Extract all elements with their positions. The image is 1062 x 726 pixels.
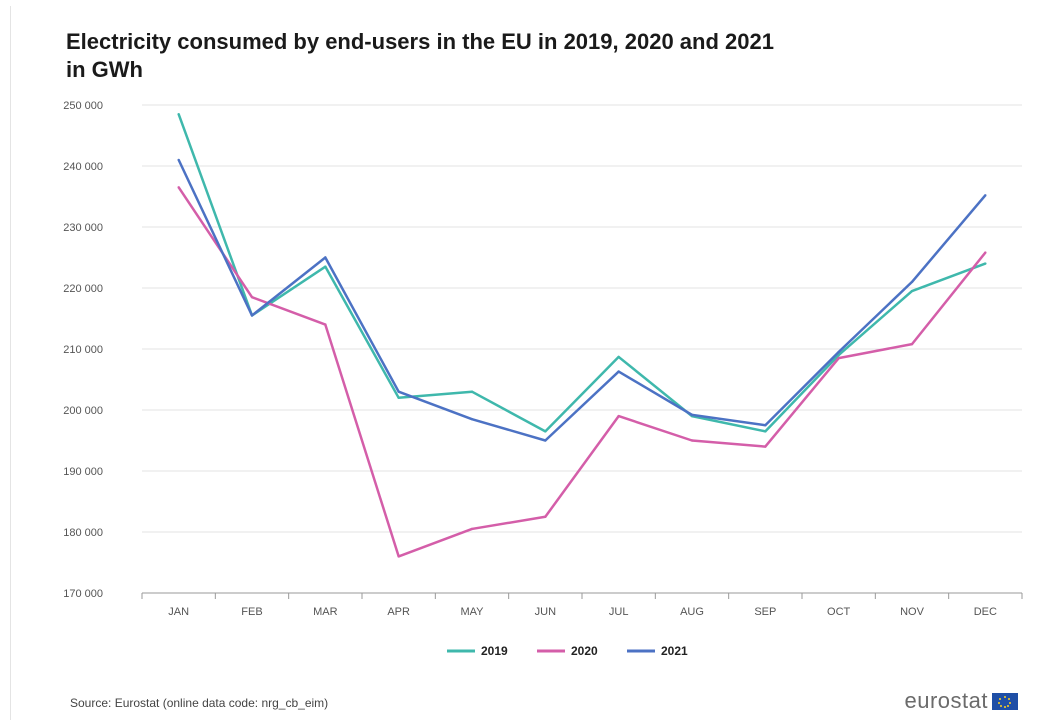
chart-title-line1: Electricity consumed by end-users in the… <box>66 29 774 54</box>
data-point-2020 <box>177 186 180 189</box>
data-point-2019 <box>397 396 400 399</box>
data-point-2021 <box>324 256 327 259</box>
x-tick-label: JUL <box>609 606 629 618</box>
legend-label-2020: 2020 <box>571 644 598 658</box>
data-point-2020 <box>617 414 620 418</box>
x-tick-label: MAY <box>460 606 484 618</box>
eurostat-wordmark: eurostat <box>904 688 988 713</box>
x-tick-label: AUG <box>680 606 704 618</box>
data-point-2019 <box>984 262 987 265</box>
data-point-2019 <box>177 112 180 116</box>
x-tick-label: FEB <box>241 606 262 618</box>
data-point-2021 <box>910 280 914 284</box>
chart-title: Electricity consumed by end-users in the… <box>66 28 774 84</box>
data-point-2021 <box>837 350 840 354</box>
data-point-2021 <box>544 439 547 442</box>
y-tick-label: 240 000 <box>63 161 103 173</box>
data-point-2021 <box>984 194 987 197</box>
data-point-2019 <box>324 265 327 268</box>
data-point-2019 <box>544 430 547 433</box>
data-point-2021 <box>250 314 254 317</box>
data-point-2019 <box>764 430 767 433</box>
y-tick-label: 180 000 <box>63 527 103 539</box>
x-tick-label: DEC <box>974 606 997 618</box>
data-point-2019 <box>837 353 840 357</box>
data-point-2020 <box>837 356 840 360</box>
x-tick-label: SEP <box>754 606 776 618</box>
series-line-2019 <box>177 113 986 433</box>
eurostat-logo: eurostat <box>904 688 1018 714</box>
y-tick-label: 200 000 <box>63 405 103 417</box>
series-line-2021 <box>177 159 987 442</box>
data-point-2020 <box>324 323 327 326</box>
data-point-2020 <box>544 515 547 518</box>
x-tick-label: JUN <box>535 606 556 618</box>
x-tick-label: MAR <box>313 606 338 618</box>
data-point-2021 <box>690 413 694 417</box>
legend-label-2021: 2021 <box>661 644 688 658</box>
data-point-2021 <box>764 424 767 427</box>
source-note: Source: Eurostat (online data code: nrg_… <box>70 696 329 710</box>
y-tick-label: 210 000 <box>63 344 103 356</box>
y-tick-label: 220 000 <box>63 283 103 295</box>
x-tick-label: NOV <box>900 606 925 618</box>
x-tick-label: OCT <box>827 606 851 618</box>
data-point-2019 <box>470 390 474 393</box>
data-point-2020 <box>250 295 254 299</box>
data-point-2019 <box>617 355 620 359</box>
data-point-2020 <box>470 527 474 531</box>
data-point-2021 <box>177 158 180 162</box>
eu-flag-icon <box>992 692 1018 710</box>
series-line-2020 <box>177 186 987 558</box>
data-point-2021 <box>397 390 400 393</box>
chart-frame <box>10 6 1057 720</box>
y-tick-label: 190 000 <box>63 466 103 478</box>
data-point-2020 <box>984 251 987 254</box>
data-point-2019 <box>910 289 914 293</box>
chart-title-line2: in GWh <box>66 57 143 82</box>
x-tick-label: APR <box>387 606 410 618</box>
data-point-2021 <box>617 370 620 373</box>
y-tick-label: 250 000 <box>63 100 103 112</box>
data-point-2020 <box>764 445 767 448</box>
y-tick-label: 230 000 <box>63 222 103 234</box>
data-point-2021 <box>470 417 474 421</box>
data-point-2020 <box>690 439 694 442</box>
x-tick-label: JAN <box>168 606 189 618</box>
legend-label-2019: 2019 <box>481 644 508 658</box>
data-point-2020 <box>397 555 400 558</box>
y-tick-label: 170 000 <box>63 588 103 600</box>
data-point-2020 <box>910 342 914 346</box>
